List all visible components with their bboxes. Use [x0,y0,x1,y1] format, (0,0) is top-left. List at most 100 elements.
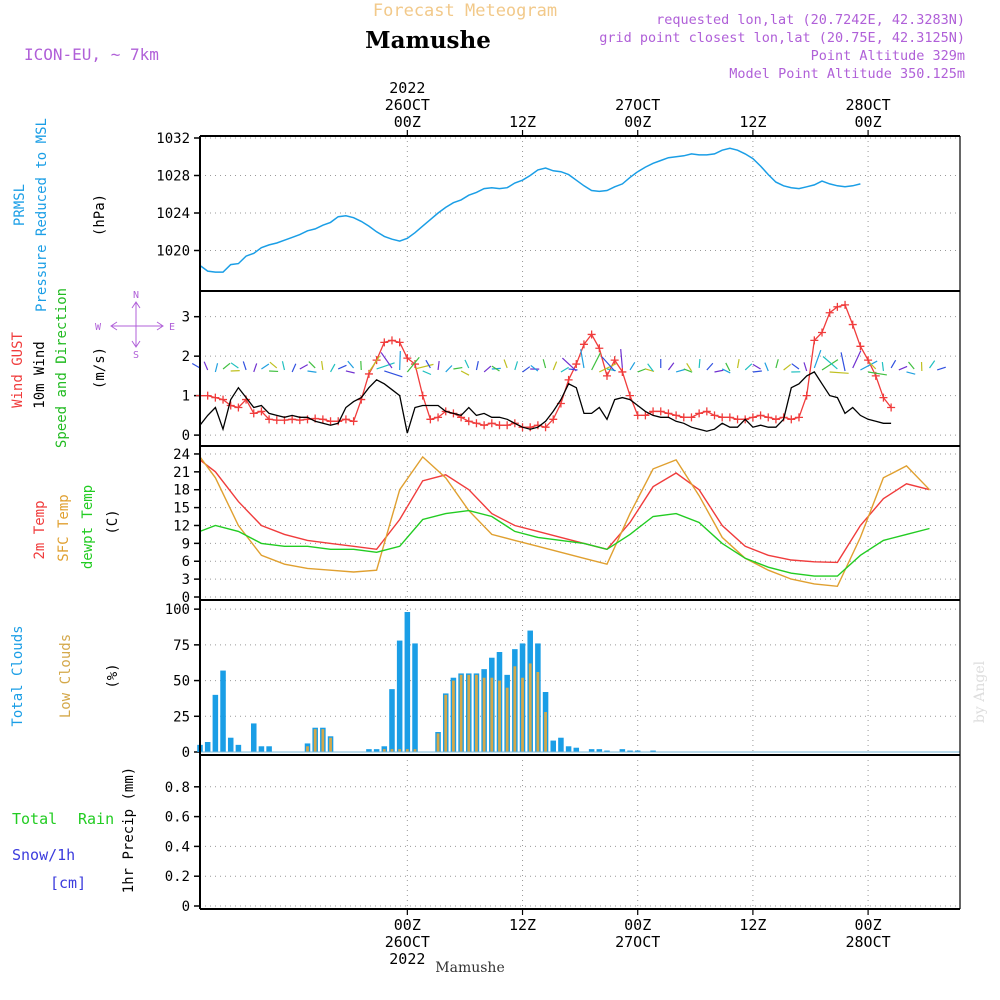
wind-arrow [491,365,500,372]
gust-marker [326,417,335,426]
wind-arrow [775,359,779,369]
low-cloud-bar [544,712,547,752]
wind-arrow [667,362,675,371]
wind-arrow [764,362,769,372]
top-time-label: 12Z [739,113,766,131]
wind-arrow [291,363,297,373]
low-cloud-bar [513,666,517,752]
wind-arrow [686,363,692,372]
y-tick-label: 9 [182,536,190,552]
point-altitude: Point Altitude 329m [811,48,965,64]
gust-marker [664,409,673,418]
gust-marker [672,411,681,420]
wind-line [199,371,892,434]
wind-arrow [384,370,403,378]
low-cloud-bar [313,729,317,752]
total-cloud-bar [565,746,572,752]
top-time-label: 00Z [624,113,651,131]
y-tick-label: 1028 [156,169,190,185]
y-tick-label: 1020 [156,244,190,260]
wind-arrow [821,359,839,371]
wind-arrow [599,363,617,373]
low-cloud-bar [482,677,486,752]
wind-arrow [568,368,578,371]
total-cloud-bar [596,749,603,752]
total-cloud-bar [220,670,226,752]
wind-arrow [714,369,724,373]
wind-arrow [803,362,808,372]
wind-arrow [552,361,558,371]
wind-arrow [422,370,432,376]
wind-arrow [683,368,693,373]
top-time-label: 00Z [394,113,421,131]
top-time-label: 27OCT [615,96,660,114]
compass-e: E [169,322,175,333]
gust-marker [418,391,427,400]
bottom-time-label: 12Z [509,916,536,934]
wind-arrow [530,364,539,372]
total-cloud-bar [550,740,557,752]
total-cloud-bar [650,750,656,752]
gust-marker [226,401,235,410]
cloud-label-low: Low Clouds [58,634,74,718]
wind-arrow [906,371,916,375]
bottom-time-label: 28OCT [846,933,891,951]
requested-coords: requested lon,lat (20.7242E, 42.3283N) [656,12,965,28]
gust-marker [833,302,842,311]
gust-marker [626,391,635,400]
temp2m-line [199,459,930,564]
gust-marker [733,415,742,424]
total-cloud-bar [373,749,380,752]
wind-arrow [736,359,740,369]
gust-marker [794,413,803,422]
low-cloud-bar [498,680,501,752]
wind-arrow [299,364,308,370]
y-tick-label: 0 [182,899,190,915]
gust-marker [541,423,550,432]
gust-marker [649,407,658,416]
low-cloud-bar [329,737,332,752]
wind-unit: (m/s) [92,347,108,389]
wind-arrow [222,362,231,370]
wind-arrow [376,362,395,370]
wind-arrow [483,365,492,373]
model-label: ICON-EU, ~ 7km [24,45,159,64]
wind-arrow [725,362,731,372]
wind-label-gust: Wind GUST [10,332,26,408]
footer-station: Mamushe [435,960,504,976]
gust-marker [771,415,780,424]
y-tick-label: 12 [173,518,190,534]
wind-arrow [380,352,393,369]
low-cloud-bar [459,674,463,752]
low-cloud-bar [405,749,409,752]
wind-arrow [860,360,878,371]
y-tick-label: 25 [173,709,190,725]
gust-marker [219,395,228,404]
wind-arrow [475,361,479,371]
gust-marker [564,375,573,384]
total-cloud-bar [412,643,418,752]
wind-arrow [514,361,519,371]
wind-arrow [203,361,209,371]
y-tick-label: 0 [182,590,190,606]
wind-arrow [752,370,762,373]
precip-label-cm: [cm] [50,874,86,892]
wind-arrow [929,360,936,369]
wind-arrow [425,359,431,369]
wind-arrow [445,365,453,373]
precip-unit: 1hr Precip (mm) [121,767,137,893]
y-tick-label: 0.4 [165,839,190,855]
sfc-temp-line [199,455,931,588]
gust-marker [472,419,481,428]
wind-arrow [214,363,219,373]
gust-marker [434,413,443,422]
wind-arrow [437,360,440,371]
total-cloud-bar [266,746,272,752]
total-cloud-bar [588,749,595,752]
gust-marker [818,328,827,337]
gust-marker [387,336,396,345]
gust-marker [641,411,650,420]
wind-arrow [937,366,946,371]
wind-arrow [307,370,317,373]
